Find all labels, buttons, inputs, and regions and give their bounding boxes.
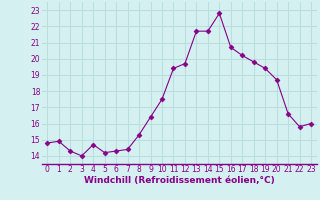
X-axis label: Windchill (Refroidissement éolien,°C): Windchill (Refroidissement éolien,°C) xyxy=(84,176,275,185)
